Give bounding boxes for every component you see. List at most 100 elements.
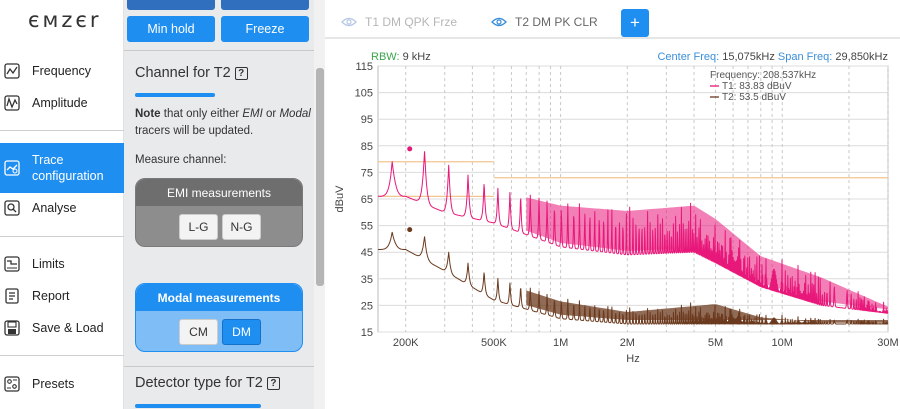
note-modal: Modal xyxy=(279,108,311,120)
trace-tabs: T1 DM QPK Frze T2 DM PK CLR + xyxy=(325,0,900,40)
y-tick-label: 15 xyxy=(361,327,373,339)
trace-t1 xyxy=(377,146,889,314)
x-tick-label: 500K xyxy=(481,337,507,349)
nav-label: Analyse xyxy=(32,201,77,215)
span-freq-label: Span Freq: xyxy=(777,51,833,63)
panel-divider xyxy=(124,50,325,51)
center-freq-label: Center Freq: xyxy=(657,51,720,63)
analyse-icon xyxy=(4,200,20,216)
nav-item-amplitude[interactable]: Amplitude xyxy=(0,87,124,119)
eye-icon[interactable] xyxy=(491,16,507,28)
channel-title-text: Channel for T2 xyxy=(135,65,231,81)
nav-label: Trace configuration xyxy=(32,153,104,183)
help-icon[interactable]: ? xyxy=(234,66,248,80)
span-freq-value: 29,850kHz xyxy=(835,51,888,63)
x-tick-label: 5M xyxy=(708,337,723,349)
y-tick-label: 25 xyxy=(361,300,373,312)
nav-label: Report xyxy=(32,289,70,303)
y-tick-label: 115 xyxy=(355,61,373,73)
y-tick-label: 45 xyxy=(361,247,373,259)
frequency-icon xyxy=(4,63,20,79)
spectrum-chart[interactable]: RBW: 9 kHz Center Freq: 15,075kHz Span F… xyxy=(325,44,900,409)
panel-divider xyxy=(124,366,325,367)
tab-t1[interactable]: T1 DM QPK Frze xyxy=(341,9,481,35)
nav-label: Save & Load xyxy=(32,321,104,335)
measure-channel-label: Measure channel: xyxy=(135,154,227,166)
emi-option-n-g[interactable]: N-G xyxy=(222,214,261,240)
frequency-readout: Center Freq: 15,075kHz Span Freq: 29,850… xyxy=(657,51,888,63)
nav-item-limits[interactable]: Limits xyxy=(0,248,124,280)
eye-icon[interactable] xyxy=(341,16,357,28)
nav-item-analyse[interactable]: Analyse xyxy=(0,192,124,224)
hidden-button-top-right[interactable] xyxy=(221,0,309,10)
rbw-readout: RBW: 9 kHz xyxy=(371,51,431,63)
nav-item-frequency[interactable]: Frequency xyxy=(0,55,124,87)
detector-title-text: Detector type for T2 xyxy=(135,375,263,391)
emi-option-l-g[interactable]: L-G xyxy=(179,214,218,240)
add-tab-button[interactable]: + xyxy=(621,9,649,37)
tab-bar-underline xyxy=(325,37,900,39)
trace-marker xyxy=(407,146,413,152)
rbw-value: 9 kHz xyxy=(402,51,431,63)
note-text: Note that only either EMI or Modal trace… xyxy=(135,106,311,140)
nav-divider xyxy=(0,236,124,237)
channel-section-title: Channel for T2 ? xyxy=(135,65,248,81)
modal-option-dm[interactable]: DM xyxy=(222,319,261,345)
nav-item-trace-configuration[interactable]: Trace configuration xyxy=(0,143,124,193)
help-icon[interactable]: ? xyxy=(266,376,280,390)
center-freq-value: 15,075kHz xyxy=(722,51,775,63)
emi-measurements-group: EMI measurements L-G N-G xyxy=(135,178,303,247)
modal-measurements-group: Modal measurements CM DM xyxy=(135,283,303,352)
note-part: tracers will be updated. xyxy=(135,125,254,137)
y-tick-label: 75 xyxy=(361,167,373,179)
trace-config-panel: Min hold Freeze Channel for T2 ? Note th… xyxy=(124,0,325,409)
y-tick-label: 85 xyxy=(361,141,373,153)
marker-frequency-label: Frequency: 208.537kHz xyxy=(710,70,816,81)
nav-item-presets[interactable]: Presets xyxy=(0,368,124,400)
y-tick-label: 105 xyxy=(355,88,373,100)
nav-divider xyxy=(0,130,124,131)
app-logo: ємzєr xyxy=(28,8,102,32)
y-axis-label: dBuV xyxy=(334,185,346,213)
y-tick-label: 95 xyxy=(361,114,373,126)
freeze-button[interactable]: Freeze xyxy=(221,16,309,42)
note-emi: EMI xyxy=(242,108,263,120)
note-bold: Note xyxy=(135,108,161,120)
marker-t1-label: T1: 83.83 dBuV xyxy=(722,81,792,92)
trace-config-icon xyxy=(4,160,20,176)
note-part: or xyxy=(262,108,280,120)
x-tick-label: 1M xyxy=(553,337,568,349)
note-part: that only either xyxy=(160,108,243,120)
plot-svg[interactable]: 15 25 35 45 55 65 75 85 95 105 115 200K 500K 1M 2M 5M 10… xyxy=(325,44,900,374)
hidden-button-top-left[interactable] xyxy=(127,0,215,10)
save-load-icon xyxy=(4,320,20,336)
x-tick-label: 30M xyxy=(877,337,898,349)
x-axis-label: Hz xyxy=(626,353,639,365)
x-tick-label: 10M xyxy=(772,337,793,349)
detector-section-title: Detector type for T2 ? xyxy=(135,375,280,391)
nav-label: Presets xyxy=(32,377,75,391)
nav-item-save-load[interactable]: Save & Load xyxy=(0,312,124,344)
y-tick-label: 55 xyxy=(361,221,373,233)
y-tick-label: 65 xyxy=(361,194,373,206)
nav-label: Frequency xyxy=(32,64,92,78)
limits-icon xyxy=(4,256,20,272)
trace-band xyxy=(526,197,888,310)
presets-icon xyxy=(4,376,20,392)
nav-label: Amplitude xyxy=(32,96,88,110)
nav-label: Limits xyxy=(32,257,65,271)
modal-group-title: Modal measurements xyxy=(136,284,302,311)
emi-group-title: EMI measurements xyxy=(136,179,302,206)
trace-band xyxy=(526,290,888,323)
tab-label: T1 DM QPK Frze xyxy=(365,15,458,29)
left-navigation: ємzєr Frequency Amplitude Trace configur… xyxy=(0,0,124,409)
tab-t2[interactable]: T2 DM PK CLR xyxy=(485,9,617,35)
modal-option-cm[interactable]: CM xyxy=(179,319,218,345)
panel-scrollbar-thumb[interactable] xyxy=(316,68,324,286)
section-accent-line xyxy=(135,93,215,97)
trace-marker xyxy=(407,227,413,233)
nav-item-report[interactable]: Report xyxy=(0,280,124,312)
marker-t2-label: T2: 53.5 dBuV xyxy=(722,92,786,103)
report-icon xyxy=(5,288,19,304)
min-hold-button[interactable]: Min hold xyxy=(127,16,215,42)
